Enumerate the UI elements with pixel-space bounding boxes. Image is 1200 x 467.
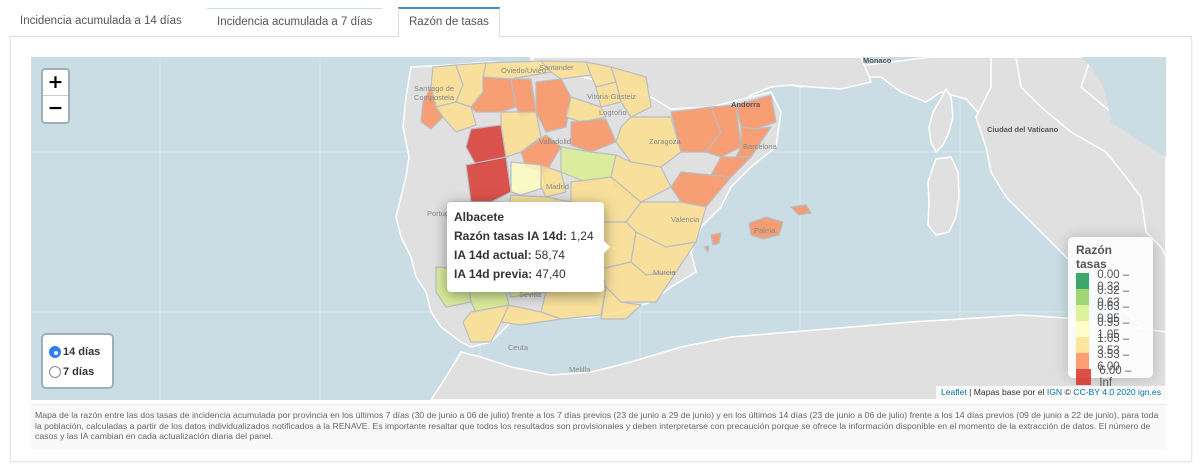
map-legend: Razón tasas 0.00 – 0.32 0.32 – 0.63 0.63… bbox=[1068, 237, 1153, 389]
svg-text:Portugal: Portugal bbox=[427, 209, 455, 218]
radio-label: 7 días bbox=[63, 366, 95, 378]
tooltip-value: 1,24 bbox=[570, 229, 594, 243]
leaflet-link[interactable]: Leaflet bbox=[940, 387, 967, 397]
svg-text:Ciudad del Vaticano: Ciudad del Vaticano bbox=[987, 125, 1059, 134]
svg-text:Vitoria-Gasteiz: Vitoria-Gasteiz bbox=[587, 92, 636, 101]
legend-swatch bbox=[1076, 321, 1090, 337]
legend-item: 0.63 – 0.95 bbox=[1076, 301, 1145, 325]
svg-text:Oviedo/Uviéu: Oviedo/Uviéu bbox=[501, 66, 546, 75]
tab-divider bbox=[10, 36, 1192, 37]
tooltip-value: 58,74 bbox=[534, 248, 565, 262]
map-attribution: Leaflet | Mapas base por el IGN © CC-BY … bbox=[935, 386, 1166, 400]
attribution-copyright: © bbox=[1062, 387, 1074, 397]
legend-item: 0.32 – 0.63 bbox=[1076, 285, 1145, 309]
svg-text:Sevilla: Sevilla bbox=[519, 290, 542, 299]
legend-range: 3.53 – 6.00 bbox=[1097, 349, 1130, 373]
svg-text:Santander: Santander bbox=[539, 63, 574, 72]
tooltip-province-name: Albacete bbox=[454, 210, 505, 224]
tab-ia-7-dias[interactable]: Incidencia acumulada a 7 días bbox=[207, 8, 383, 37]
svg-text:Melilla: Melilla bbox=[569, 365, 591, 374]
legend-item: 0.95 – 1.05 bbox=[1076, 317, 1145, 341]
radio-14-dias[interactable]: 14 días bbox=[49, 342, 112, 362]
attribution-text: | Mapas base por el bbox=[966, 387, 1047, 397]
svg-text:Ceuta: Ceuta bbox=[508, 343, 529, 352]
legend-range: 0.63 – 0.95 bbox=[1097, 301, 1130, 325]
legend-range: 1.05 – 3.53 bbox=[1097, 333, 1130, 357]
svg-text:Andorra: Andorra bbox=[731, 100, 761, 109]
tooltip-label: IA 14d actual: bbox=[454, 248, 532, 262]
legend-item: 1.05 – 3.53 bbox=[1076, 333, 1145, 357]
zoom-control: + − bbox=[41, 68, 70, 124]
tab-razon-de-tasas[interactable]: Razón de tasas bbox=[398, 7, 500, 38]
legend-range: 0.95 – 1.05 bbox=[1097, 317, 1130, 341]
legend-swatch bbox=[1076, 305, 1090, 321]
legend-swatch bbox=[1076, 353, 1090, 369]
tooltip-row-razon: Razón tasas IA 14d: 1,24 bbox=[454, 229, 604, 248]
choropleth-map[interactable]: Santander Oviedo/Uviéu Santiago de Compo… bbox=[31, 57, 1166, 400]
legend-item: 3.53 – 6.00 bbox=[1076, 349, 1145, 373]
svg-text:Palma: Palma bbox=[754, 226, 776, 235]
tooltip-row-previa: IA 14d previa: 47,40 bbox=[454, 267, 604, 286]
tooltip-row-actual: IA 14d actual: 58,74 bbox=[454, 248, 604, 267]
legend-range: 0.32 – 0.63 bbox=[1097, 285, 1130, 309]
svg-text:Valencia: Valencia bbox=[671, 215, 700, 224]
legend-title: Razón tasas bbox=[1076, 243, 1112, 271]
svg-text:Zaragoza: Zaragoza bbox=[649, 137, 682, 146]
tab-ia-14-dias[interactable]: Incidencia acumulada a 14 días bbox=[20, 15, 182, 27]
zoom-in-button[interactable]: + bbox=[43, 70, 68, 96]
svg-text:Barcelona: Barcelona bbox=[743, 142, 778, 151]
ign-link[interactable]: IGN bbox=[1046, 387, 1063, 397]
legend-swatch bbox=[1076, 273, 1090, 289]
place-labels: Santander Oviedo/Uviéu Santiago de Compo… bbox=[414, 57, 1059, 374]
zoom-out-button[interactable]: − bbox=[47, 97, 64, 119]
svg-text:Compostela: Compostela bbox=[414, 93, 455, 102]
period-selector: 14 días 7 días bbox=[41, 333, 114, 389]
tooltip-value: 47,40 bbox=[535, 267, 566, 281]
radio-unchecked-icon[interactable] bbox=[49, 366, 61, 378]
svg-text:Murcia: Murcia bbox=[653, 268, 676, 277]
svg-text:Madrid: Madrid bbox=[546, 182, 569, 191]
legend-item: 6.00 – Inf bbox=[1076, 365, 1145, 389]
svg-text:Valladolid: Valladolid bbox=[539, 137, 571, 146]
legend-swatch bbox=[1076, 337, 1090, 353]
radio-label: 14 días bbox=[63, 346, 101, 358]
legend-swatch bbox=[1076, 369, 1092, 385]
license-link[interactable]: CC-BY 4.0 2020 ign.es bbox=[1073, 387, 1161, 397]
legend-swatch bbox=[1076, 289, 1090, 305]
svg-text:Logroño: Logroño bbox=[599, 108, 627, 117]
province-tooltip: Albacete Razón tasas IA 14d: 1,24 IA 14d… bbox=[447, 202, 610, 292]
tab-bar: Incidencia acumulada a 14 días Incidenci… bbox=[0, 0, 1200, 38]
map-caption: Mapa de la razón entre las dos tasas de … bbox=[31, 404, 1166, 450]
tooltip-label: IA 14d previa: bbox=[454, 267, 533, 281]
svg-text:Santiago de: Santiago de bbox=[414, 84, 454, 93]
svg-text:Monaco: Monaco bbox=[863, 57, 892, 65]
legend-range: 0.00 – 0.32 bbox=[1097, 269, 1130, 293]
radio-7-dias[interactable]: 7 días bbox=[49, 362, 112, 382]
tooltip-label: Razón tasas IA 14d: bbox=[454, 229, 567, 243]
radio-checked-icon[interactable] bbox=[49, 346, 61, 358]
legend-item: 0.00 – 0.32 bbox=[1076, 269, 1145, 293]
